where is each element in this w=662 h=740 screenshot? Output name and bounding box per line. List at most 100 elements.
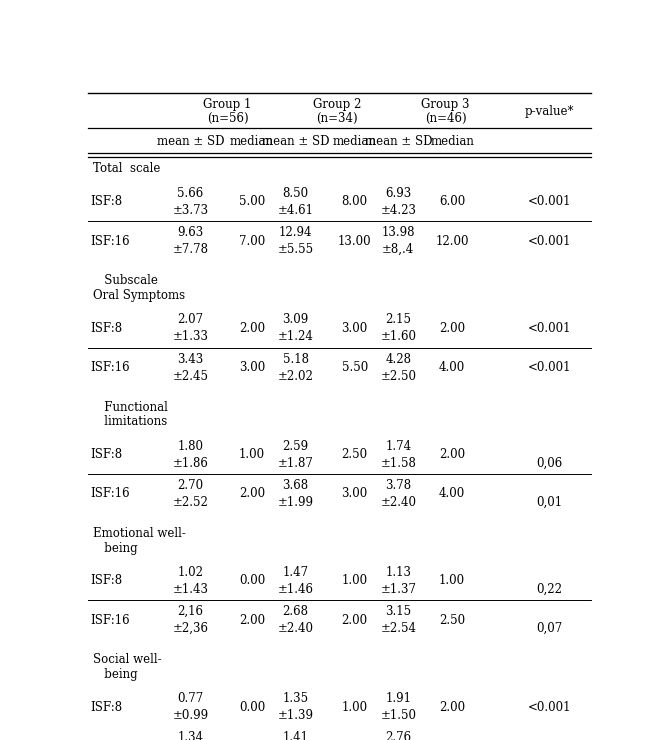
Text: ±4.61: ±4.61 [277,204,314,217]
Text: being: being [93,542,138,554]
Text: ISF:8: ISF:8 [91,195,122,209]
Text: Emotional well-: Emotional well- [93,527,186,540]
Text: 3.15: 3.15 [385,605,411,618]
Text: being: being [93,668,138,681]
Text: 2.00: 2.00 [439,322,465,334]
Text: ISF:16: ISF:16 [91,488,130,500]
Text: 2.07: 2.07 [177,313,203,326]
Text: 3.43: 3.43 [177,352,204,366]
Text: ±1.46: ±1.46 [277,583,314,596]
Text: Functional: Functional [93,400,168,414]
Text: ±2.40: ±2.40 [277,622,314,635]
Text: 2.00: 2.00 [239,613,265,627]
Text: ±2,36: ±2,36 [173,622,209,635]
Text: 2.00: 2.00 [342,613,367,627]
Text: 8.50: 8.50 [283,187,308,200]
Text: 0.77: 0.77 [177,692,204,705]
Text: <0.001: <0.001 [528,322,571,334]
Text: <0.001: <0.001 [528,195,571,209]
Text: ISF:8: ISF:8 [91,574,122,588]
Text: ±1.58: ±1.58 [381,457,416,469]
Text: 9.63: 9.63 [177,226,204,239]
Text: 2.15: 2.15 [385,313,411,326]
Text: 0,06: 0,06 [536,457,563,469]
Text: 1.34: 1.34 [177,731,203,740]
Text: mean ± SD: mean ± SD [262,135,330,148]
Text: ±1.33: ±1.33 [173,330,209,343]
Text: Oral Symptoms: Oral Symptoms [93,289,185,302]
Text: ±2.54: ±2.54 [380,622,416,635]
Text: 0.00: 0.00 [239,701,265,713]
Text: 7.00: 7.00 [239,235,265,248]
Text: median: median [230,135,274,148]
Text: Group 2: Group 2 [312,98,361,111]
Text: Subscale: Subscale [93,275,158,287]
Text: 5.18: 5.18 [283,352,308,366]
Text: ISF:8: ISF:8 [91,448,122,461]
Text: ±1.43: ±1.43 [173,583,209,596]
Text: ±2.52: ±2.52 [173,496,209,509]
Text: 2.00: 2.00 [239,322,265,334]
Text: (n=56): (n=56) [207,112,248,124]
Text: 4.28: 4.28 [385,352,411,366]
Text: ±1.87: ±1.87 [278,457,314,469]
Text: ±1.86: ±1.86 [173,457,209,469]
Text: 2.50: 2.50 [439,613,465,627]
Text: 3.00: 3.00 [342,322,368,334]
Text: ±4.23: ±4.23 [380,204,416,217]
Text: 2.59: 2.59 [283,440,308,453]
Text: 1.00: 1.00 [239,448,265,461]
Text: 1.35: 1.35 [283,692,308,705]
Text: 3.00: 3.00 [342,488,368,500]
Text: 2.50: 2.50 [342,448,367,461]
Text: 5.50: 5.50 [342,361,368,374]
Text: 2.76: 2.76 [385,731,411,740]
Text: 6.93: 6.93 [385,187,411,200]
Text: ISF:16: ISF:16 [91,613,130,627]
Text: ±2.02: ±2.02 [278,369,314,383]
Text: 13.00: 13.00 [338,235,371,248]
Text: 3.09: 3.09 [283,313,308,326]
Text: p-value*: p-value* [525,104,575,118]
Text: ±1.39: ±1.39 [277,709,314,722]
Text: 2.68: 2.68 [283,605,308,618]
Text: 5.00: 5.00 [239,195,265,209]
Text: ISF:8: ISF:8 [91,322,122,334]
Text: <0.001: <0.001 [528,361,571,374]
Text: <0.001: <0.001 [528,701,571,713]
Text: ±8,.4: ±8,.4 [382,243,414,256]
Text: Social well-: Social well- [93,653,162,666]
Text: Total  scale: Total scale [93,162,160,175]
Text: 1.74: 1.74 [385,440,411,453]
Text: ±1.37: ±1.37 [380,583,416,596]
Text: 1.00: 1.00 [439,574,465,588]
Text: mean ± SD: mean ± SD [365,135,432,148]
Text: 0,22: 0,22 [537,583,563,596]
Text: limitations: limitations [93,415,167,428]
Text: (n=46): (n=46) [425,112,467,124]
Text: ±3.73: ±3.73 [172,204,209,217]
Text: ISF:16: ISF:16 [91,235,130,248]
Text: <0.001: <0.001 [528,235,571,248]
Text: 4.00: 4.00 [439,361,465,374]
Text: ±2.50: ±2.50 [380,369,416,383]
Text: ±2.40: ±2.40 [380,496,416,509]
Text: 2.70: 2.70 [177,479,203,492]
Text: 1.47: 1.47 [283,566,308,579]
Text: (n=34): (n=34) [316,112,357,124]
Text: 2.00: 2.00 [439,448,465,461]
Text: ISF:16: ISF:16 [91,361,130,374]
Text: 1.02: 1.02 [177,566,203,579]
Text: 4.00: 4.00 [439,488,465,500]
Text: median: median [430,135,474,148]
Text: 0.00: 0.00 [239,574,265,588]
Text: 1.00: 1.00 [342,574,367,588]
Text: 0,07: 0,07 [536,622,563,635]
Text: ±1.99: ±1.99 [277,496,314,509]
Text: 6.00: 6.00 [439,195,465,209]
Text: 1.13: 1.13 [385,566,411,579]
Text: 5.66: 5.66 [177,187,204,200]
Text: 13.98: 13.98 [381,226,415,239]
Text: ±1.50: ±1.50 [380,709,416,722]
Text: median: median [333,135,377,148]
